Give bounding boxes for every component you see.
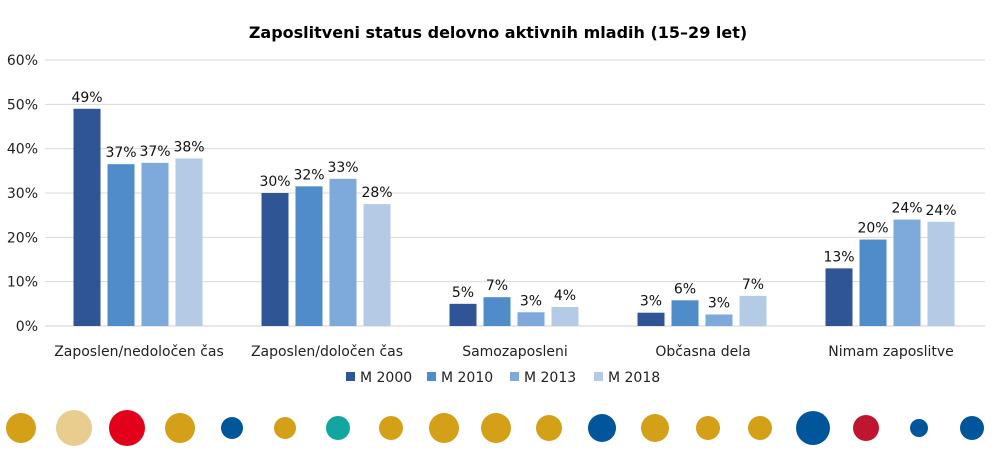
data-label: 3%: [640, 294, 662, 310]
decorative-dot: [56, 410, 92, 446]
legend: M 2000 M 2010 M 2013 M 2018: [346, 370, 660, 386]
x-axis-categories: Zaposlen/nedoločen čas Zaposlen/določen č…: [54, 344, 954, 360]
bar: [517, 312, 545, 326]
x-category-label: Samozaposleni: [462, 344, 568, 360]
bar: [175, 158, 203, 326]
bar: [671, 300, 699, 326]
data-labels: 49%37% 37% 38%30% 32% 33%28%5% 7%3% 4% 3%6%3%7%…: [71, 90, 956, 312]
data-label: 24%: [891, 201, 922, 217]
data-label: 30%: [259, 174, 290, 190]
decorative-dot: [326, 416, 350, 440]
data-label: 3%: [708, 295, 730, 311]
y-tick-label: 60%: [7, 53, 38, 69]
x-category-label: Zaposlen/nedoločen čas: [54, 344, 224, 360]
legend-swatch: [346, 372, 355, 381]
bar: [893, 219, 921, 326]
y-tick-label: 10%: [7, 275, 38, 291]
y-tick-label: 20%: [7, 230, 38, 246]
bar: [141, 162, 169, 326]
x-category-label: Zaposlen/določen čas: [251, 344, 403, 360]
bar: [739, 295, 767, 326]
data-label: 38%: [173, 139, 204, 155]
bar: [73, 108, 101, 327]
legend-label: M 2018: [608, 370, 660, 386]
bars: [73, 108, 955, 327]
decorative-dot: [641, 414, 669, 442]
decorative-dot: [960, 416, 984, 440]
decorative-dot: [536, 415, 562, 441]
decorative-dot: [274, 417, 296, 439]
x-category-label: Nimam zaposlitve: [828, 344, 954, 360]
decorative-dot: [429, 413, 459, 443]
data-label: 5%: [452, 285, 474, 301]
data-label: 7%: [486, 278, 508, 294]
decorative-dot: [853, 415, 879, 441]
decorative-dot: [910, 419, 928, 437]
legend-swatch: [594, 372, 603, 381]
data-label: 3%: [520, 293, 542, 309]
data-label: 20%: [857, 221, 888, 237]
data-label: 24%: [925, 203, 956, 219]
bar: [705, 314, 733, 326]
decorative-dot: [588, 414, 616, 442]
legend-swatch: [510, 372, 519, 381]
data-label: 37%: [139, 144, 170, 160]
legend-item: M 2010: [427, 370, 493, 386]
y-tick-label: 50%: [7, 97, 38, 113]
decorative-dot: [379, 416, 403, 440]
bar: [449, 303, 477, 326]
decorative-dot: [6, 413, 36, 443]
legend-swatch: [427, 372, 436, 381]
data-label: 4%: [554, 288, 576, 304]
data-label: 37%: [105, 145, 136, 161]
legend-item: M 2000: [346, 370, 412, 386]
data-label: 28%: [361, 185, 392, 201]
decorative-dot: [748, 416, 772, 440]
bar: [637, 312, 665, 326]
data-label: 33%: [327, 160, 358, 176]
bar: [261, 193, 289, 326]
legend-label: M 2010: [441, 370, 493, 386]
decorative-dot: [109, 410, 145, 446]
y-tick-label: 40%: [7, 142, 38, 158]
data-label: 7%: [742, 277, 764, 293]
data-label: 49%: [71, 90, 102, 106]
bar: [859, 239, 887, 326]
x-category-label: Občasna dela: [655, 344, 750, 360]
data-label: 13%: [823, 249, 854, 265]
legend-label: M 2000: [360, 370, 412, 386]
bar: [107, 164, 135, 326]
decorative-dot: [696, 416, 720, 440]
bar: [551, 306, 579, 326]
legend-item: M 2013: [510, 370, 576, 386]
decorative-dot: [221, 417, 243, 439]
data-label: 32%: [293, 167, 324, 183]
decorative-dot: [481, 413, 511, 443]
legend-label: M 2013: [524, 370, 576, 386]
legend-item: M 2018: [594, 370, 660, 386]
data-label: 6%: [674, 281, 696, 297]
bar: [825, 268, 853, 326]
decorative-dot: [165, 413, 195, 443]
bar: [483, 297, 511, 326]
bar: [295, 186, 323, 326]
y-tick-label: 30%: [7, 186, 38, 202]
bar: [927, 221, 955, 326]
y-tick-label: 0%: [16, 319, 38, 335]
bar: [329, 178, 357, 326]
decorative-dots: [6, 410, 984, 446]
y-axis-ticks: 0% 10% 20% 30% 40% 50% 60%: [7, 53, 38, 335]
bar: [363, 204, 391, 326]
decorative-dot: [796, 411, 830, 445]
chart-title: Zaposlitveni status delovno aktivnih mla…: [249, 23, 747, 42]
